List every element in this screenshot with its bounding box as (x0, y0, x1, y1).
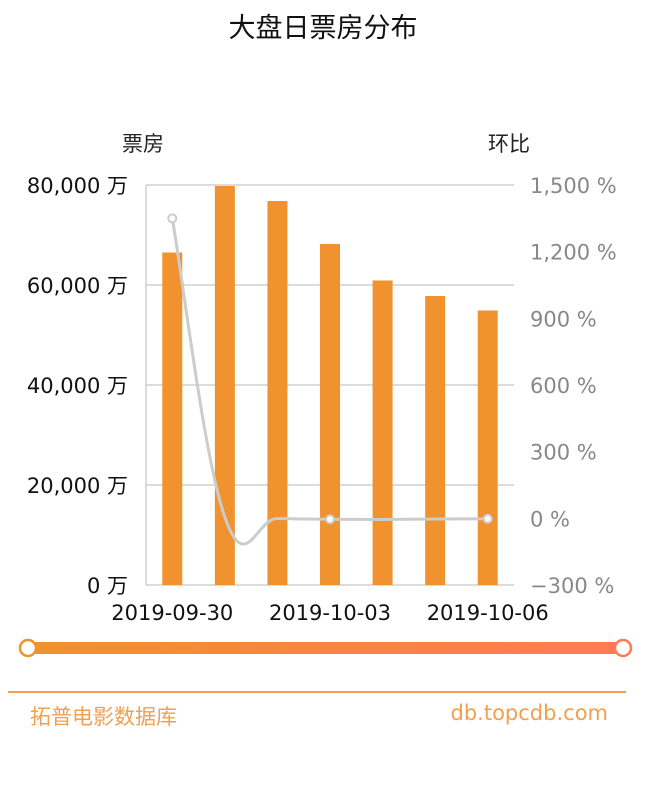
line-point[interactable] (325, 514, 335, 525)
right-axis-label: 环比 (488, 132, 530, 156)
chart-area: 0 万 20,000 万 40,000 万 60,000 万 80,000 万 −300 … (18, 174, 633, 658)
footer-url[interactable]: db.topcdb.com (450, 701, 608, 725)
right-tick-label: 300 % (530, 441, 597, 465)
line-point[interactable] (167, 213, 178, 224)
right-tick-label: −300 % (530, 574, 614, 598)
footer-divider (8, 691, 626, 693)
bar-2019-10-01[interactable] (214, 186, 235, 585)
bar-2019-10-06[interactable] (477, 310, 498, 586)
left-tick-label: 60,000 万 (27, 274, 128, 298)
bar-2019-10-02[interactable] (267, 201, 288, 585)
range-slider-start-handle[interactable] (18, 638, 38, 658)
x-tick-label: 2019-09-30 (111, 601, 233, 625)
footer-brand[interactable]: 拓普电影数据库 (30, 705, 177, 729)
series-line-huanbi (170, 218, 488, 546)
bar-2019-10-05[interactable] (425, 296, 446, 585)
chart-title: 大盘日票房分布 (228, 13, 418, 44)
x-tick-label: 2019-10-03 (269, 601, 391, 625)
range-slider-track[interactable] (28, 642, 623, 654)
right-tick-label: 1,500 % (530, 174, 617, 198)
x-tick-label: 2019-10-06 (427, 601, 549, 625)
right-tick-label: 900 % (530, 307, 597, 331)
left-tick-label: 0 万 (87, 574, 128, 598)
right-tick-label: 1,200 % (530, 241, 617, 265)
left-axis-label: 票房 (122, 132, 164, 156)
bar-2019-09-30[interactable] (162, 252, 183, 586)
right-tick-label: 0 % (530, 507, 570, 531)
left-tick-label: 80,000 万 (27, 174, 128, 198)
left-tick-label: 20,000 万 (27, 474, 128, 498)
bar-2019-10-03[interactable] (320, 244, 340, 585)
left-tick-label: 40,000 万 (27, 374, 128, 398)
bar-2019-10-04[interactable] (372, 280, 393, 586)
right-tick-label: 600 % (530, 374, 597, 398)
line-point[interactable] (482, 513, 493, 524)
range-slider-end-handle[interactable] (613, 638, 633, 658)
